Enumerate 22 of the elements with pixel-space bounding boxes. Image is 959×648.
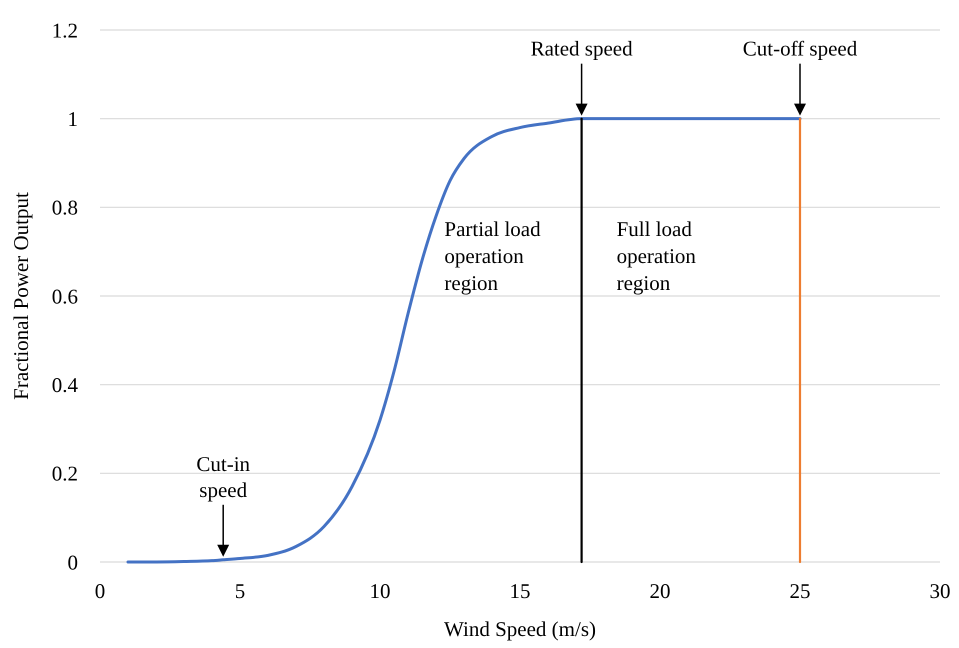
x-axis-title: Wind Speed (m/s) bbox=[444, 617, 596, 641]
x-tick-label: 25 bbox=[790, 579, 810, 603]
line-series bbox=[126, 117, 802, 564]
y-axis-title: Fractional Power Output bbox=[9, 192, 33, 400]
x-tick-label: 0 bbox=[94, 579, 106, 603]
annotation: Cut-in speed bbox=[196, 452, 251, 502]
y-tick-label: 0 bbox=[68, 550, 78, 574]
y-tick-label: 0.6 bbox=[52, 284, 78, 308]
y-tick-label: 0.4 bbox=[52, 373, 78, 398]
x-tick-label: 5 bbox=[234, 579, 246, 603]
annotation: Partial load operation region bbox=[444, 217, 542, 295]
y-tick-label: 1.2 bbox=[52, 18, 78, 42]
x-tick-label: 30 bbox=[930, 579, 950, 603]
annotation: Full load operation region bbox=[616, 217, 696, 295]
y-tick-label: 0.2 bbox=[52, 462, 78, 486]
annotation: Rated speed bbox=[530, 36, 634, 61]
x-tick-label: 10 bbox=[370, 579, 390, 603]
x-tick-label: 20 bbox=[650, 579, 670, 603]
x-tick-label: 15 bbox=[510, 579, 530, 603]
y-tick-label: 1 bbox=[68, 107, 78, 132]
annotation: Cut-off speed bbox=[742, 36, 858, 61]
y-tick-label: 0.8 bbox=[52, 196, 78, 220]
